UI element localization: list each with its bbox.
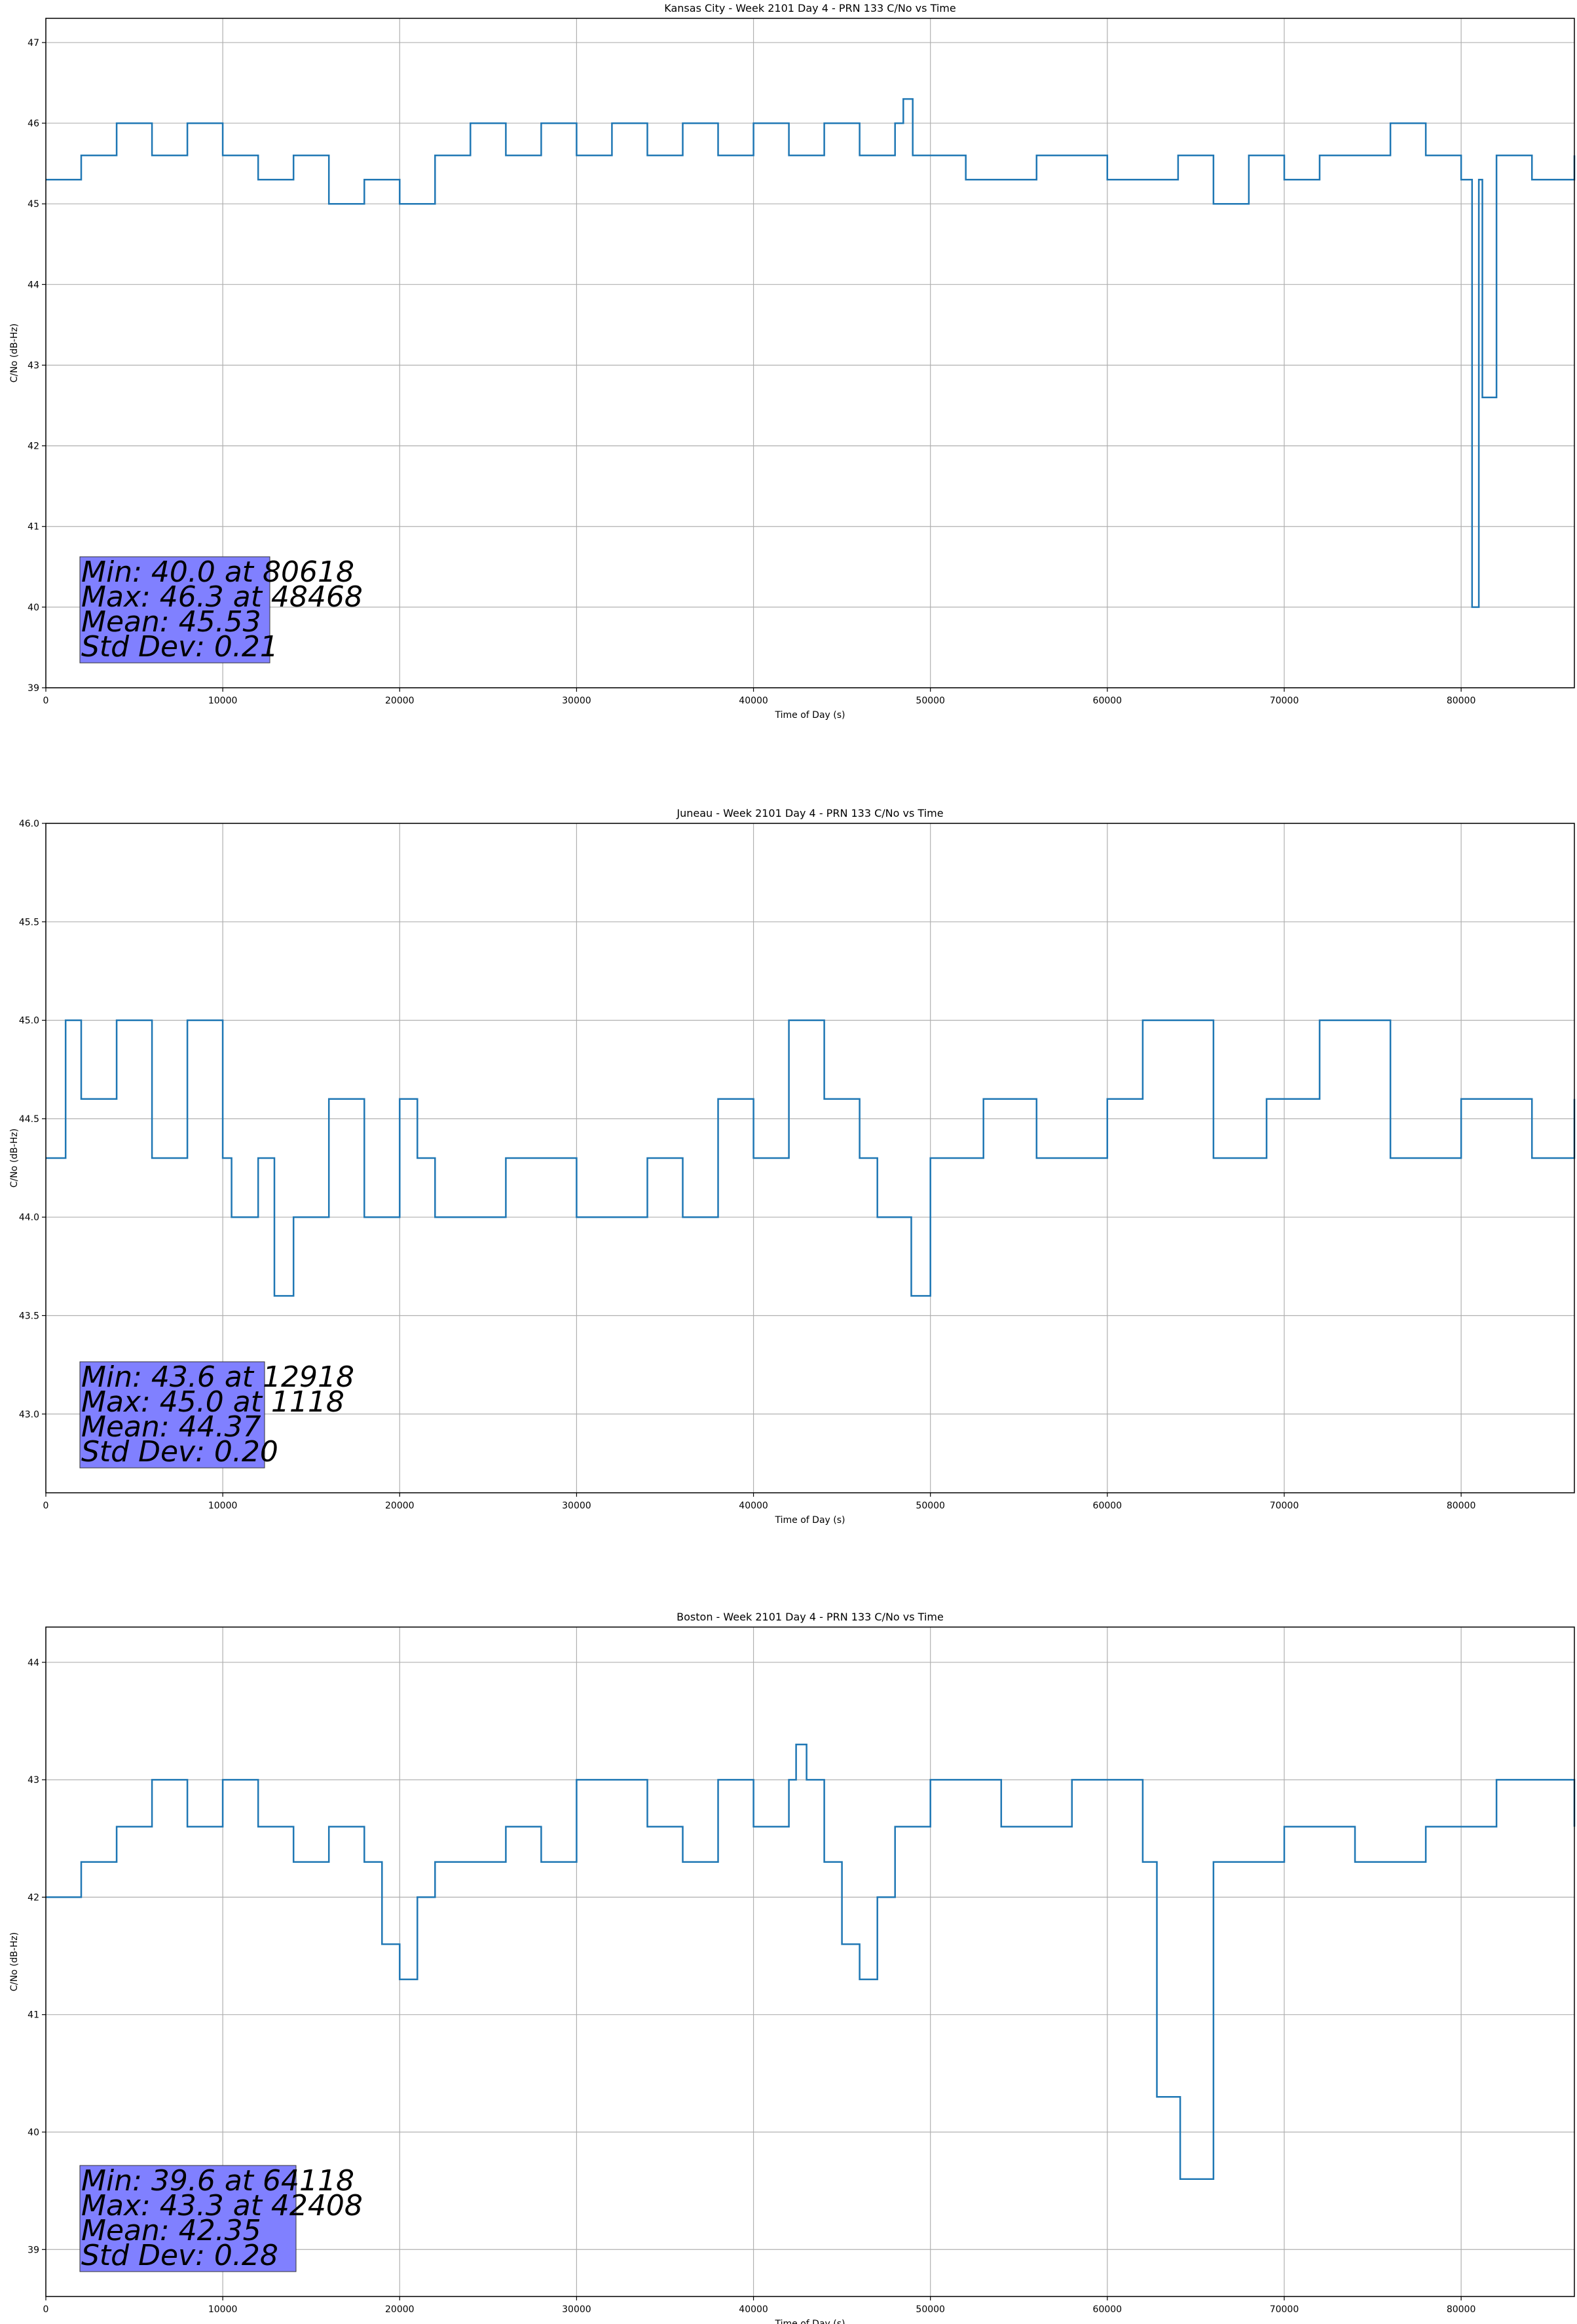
stats-line: Max: 45.0 at 1118 — [81, 1385, 344, 1419]
stats-box — [79, 2165, 297, 2272]
x-tick-label: 20000 — [385, 1501, 415, 1511]
y-tick-label: 42 — [28, 1892, 39, 1903]
y-axis-label: C/No (dB-Hz) — [9, 324, 20, 383]
y-tick-label: 44.0 — [19, 1212, 39, 1223]
y-tick-label: 46.0 — [19, 819, 39, 829]
y-tick-label: 45 — [28, 199, 39, 210]
axes-frame — [45, 18, 1575, 688]
stats-line: Mean: 42.35 — [81, 2214, 261, 2247]
x-axis-label: Time of Day (s) — [775, 2319, 845, 2324]
chart-panel: 0 10000 20000 30000 40000 50000 60000 70000 8000… — [9, 1611, 1576, 2324]
x-tick-label: 80000 — [1447, 2304, 1476, 2315]
chart-title: Juneau - Week 2101 Day 4 - PRN 133 C/No … — [676, 807, 943, 819]
y-tick-label: 46 — [28, 119, 39, 129]
y-tick-label: 40 — [28, 603, 39, 613]
x-tick-label: 20000 — [385, 696, 415, 706]
stats-line: Std Dev: 0.28 — [81, 2239, 278, 2272]
stats-box — [79, 1361, 265, 1469]
x-axis-label: Time of Day (s) — [775, 1515, 845, 1526]
y-tick-label: 43 — [28, 360, 39, 371]
axes-frame — [45, 823, 1575, 1493]
y-tick-label: 40 — [28, 2127, 39, 2138]
x-tick-label: 30000 — [562, 696, 591, 706]
y-axis-label: C/No (dB-Hz) — [9, 1129, 20, 1188]
y-tick-label: 44 — [28, 280, 39, 290]
y-tick-label: 47 — [28, 38, 39, 48]
x-tick-label: 40000 — [739, 2304, 768, 2315]
y-tick-label: 39 — [28, 683, 39, 694]
x-tick-label: 70000 — [1270, 696, 1299, 706]
x-tick-label: 20000 — [385, 2304, 415, 2315]
y-tick-label: 44 — [28, 1658, 39, 1668]
y-tick-label: 43 — [28, 1775, 39, 1786]
y-tick-label: 44.5 — [19, 1114, 39, 1125]
y-tick-label: 45.0 — [19, 1016, 39, 1026]
x-axis-label: Time of Day (s) — [775, 710, 845, 721]
x-tick-label: 50000 — [916, 1501, 945, 1511]
y-axis-label: C/No (dB-Hz) — [9, 1932, 20, 1991]
stats-line: Std Dev: 0.21 — [81, 630, 278, 664]
stats-line: Min: 39.6 at 64118 — [81, 2164, 354, 2198]
y-tick-label: 41 — [28, 2010, 39, 2021]
x-tick-label: 50000 — [916, 696, 945, 706]
x-tick-label: 40000 — [739, 1501, 768, 1511]
y-tick-label: 45.5 — [19, 917, 39, 928]
series-line — [46, 1744, 1576, 2180]
stats-line: Min: 43.6 at 12918 — [81, 1360, 354, 1394]
stats-line: Max: 46.3 at 48468 — [81, 580, 363, 614]
x-tick-label: 50000 — [916, 2304, 945, 2315]
chart-panel: 0 10000 20000 30000 40000 50000 60000 70000 8000… — [9, 2, 1576, 721]
y-tick-label: 43.0 — [19, 1410, 39, 1420]
stats-box — [79, 556, 270, 664]
y-tick-label: 42 — [28, 441, 39, 452]
series-line — [46, 1019, 1576, 1297]
x-tick-label: 10000 — [208, 696, 238, 706]
x-tick-label: 30000 — [562, 2304, 591, 2315]
y-tick-label: 41 — [28, 522, 39, 533]
x-tick-label: 80000 — [1447, 696, 1476, 706]
x-tick-label: 40000 — [739, 696, 768, 706]
x-tick-label: 0 — [43, 2304, 49, 2315]
stats-line: Mean: 44.37 — [81, 1410, 261, 1444]
chart-panel: 0 10000 20000 30000 40000 50000 60000 70000 8000… — [9, 807, 1576, 1526]
x-tick-label: 70000 — [1270, 2304, 1299, 2315]
y-tick-label: 39 — [28, 2245, 39, 2255]
x-tick-label: 60000 — [1093, 696, 1122, 706]
x-tick-label: 0 — [43, 696, 49, 706]
axes-frame — [45, 1626, 1575, 2297]
chart-title: Boston - Week 2101 Day 4 - PRN 133 C/No … — [677, 1611, 944, 1623]
x-tick-label: 10000 — [208, 1501, 238, 1511]
stats-line: Mean: 45.53 — [81, 605, 261, 639]
y-tick-label: 43.5 — [19, 1311, 39, 1321]
chart-title: Kansas City - Week 2101 Day 4 - PRN 133 … — [664, 2, 955, 14]
stats-line: Max: 43.3 at 42408 — [81, 2189, 363, 2222]
series-line — [46, 98, 1576, 609]
x-tick-label: 80000 — [1447, 1501, 1476, 1511]
x-tick-label: 60000 — [1093, 1501, 1122, 1511]
x-tick-label: 0 — [43, 1501, 49, 1511]
x-tick-label: 30000 — [562, 1501, 591, 1511]
x-tick-label: 60000 — [1093, 2304, 1122, 2315]
stats-line: Std Dev: 0.20 — [81, 1435, 278, 1469]
x-tick-label: 70000 — [1270, 1501, 1299, 1511]
x-tick-label: 10000 — [208, 2304, 238, 2315]
stats-line: Min: 40.0 at 80618 — [81, 555, 354, 589]
